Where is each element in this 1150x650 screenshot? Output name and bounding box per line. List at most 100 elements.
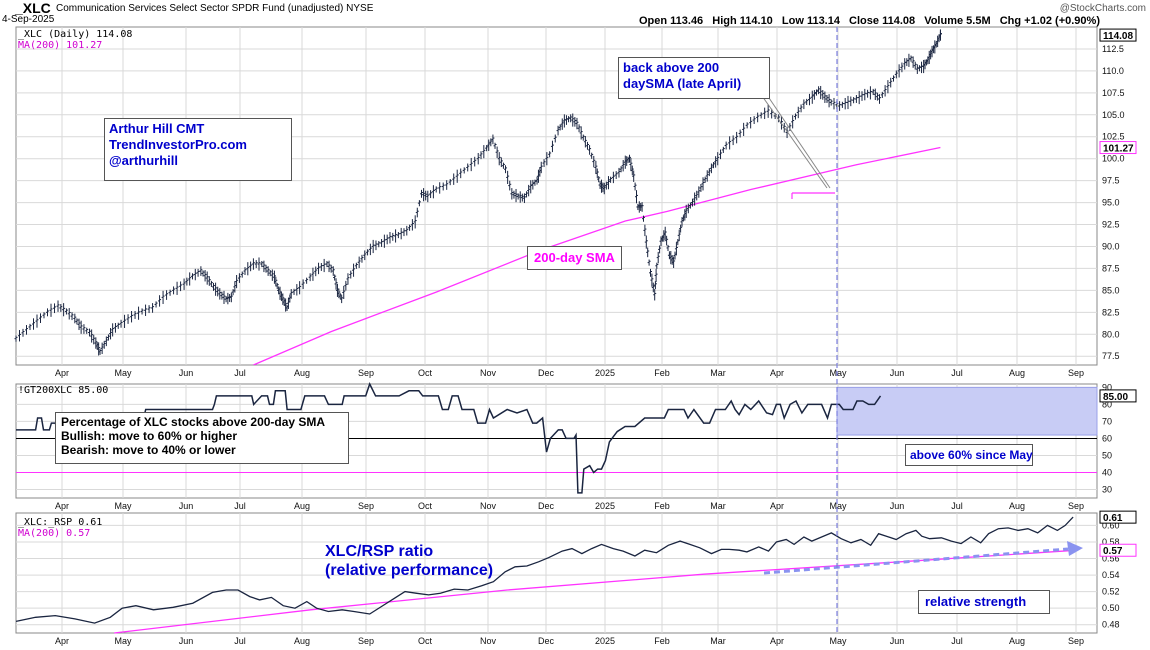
breadth-month-label: Apr [770, 501, 784, 511]
breadth-month-label: May [114, 501, 132, 511]
breadth-month-label: 2025 [595, 501, 615, 511]
ratio-panel-frame [15, 512, 1098, 634]
ratio-sma-line [114, 549, 1078, 634]
ratio-month-label: May [114, 636, 132, 646]
price-ytick-label: 112.5 [1102, 44, 1124, 54]
breadth-ytick-label: 70 [1102, 416, 1112, 426]
ratio-title-line2: (relative performance) [325, 562, 494, 579]
ratio-month-label: Sep [358, 636, 374, 646]
ratio-month-label: Aug [294, 636, 310, 646]
breadth-ytick-label: 60 [1102, 433, 1112, 443]
breadth-ytick-label: 50 [1102, 450, 1112, 460]
ratio-month-label: Feb [654, 636, 670, 646]
price-month-label: Nov [480, 368, 497, 378]
ratio-month-label: 2025 [595, 636, 615, 646]
breadth-ytick-label: 90 [1102, 382, 1112, 392]
high-label: High [712, 15, 737, 27]
price-month-label: Aug [294, 368, 310, 378]
breadth-ytick-label: 40 [1102, 467, 1112, 477]
above60-box: above 60% since May [905, 444, 1033, 466]
exchange-label: NYSE [346, 3, 374, 14]
ratio-last-tag: 0.61 [1103, 513, 1123, 524]
breadth-month-label: Dec [538, 501, 555, 511]
price-month-label: Jun [179, 368, 194, 378]
price-sma-line [253, 146, 941, 365]
breadth-series-line [16, 382, 882, 494]
price-ytick-label: 82.5 [1102, 307, 1120, 317]
breadth-month-label: Apr [55, 501, 69, 511]
breadth-ytick-label: 80 [1102, 399, 1112, 409]
above60-highlight [836, 386, 1098, 436]
back-above-line1: back above 200 [623, 60, 720, 75]
breadth-month-label: Aug [1009, 501, 1025, 511]
price-ytick-label: 105.0 [1102, 110, 1125, 120]
annotation-pointer-b [759, 92, 828, 189]
ratio-month-label: Mar [710, 636, 726, 646]
breadth-month-label: Jun [179, 501, 194, 511]
price-month-label: Mar [710, 368, 726, 378]
ratio-last-tag-box [1099, 510, 1137, 524]
price-month-label: Dec [538, 368, 555, 378]
price-ytick-label: 102.5 [1102, 132, 1125, 142]
price-month-label: Apr [55, 368, 69, 378]
ratio-sma-tag-box [1099, 543, 1137, 557]
author-name: Arthur Hill CMT [109, 121, 205, 136]
price-ytick-label: 100.0 [1102, 154, 1125, 164]
ratio-month-label: Jun [179, 636, 194, 646]
symbol-title: _XLC [15, 0, 51, 16]
author-handle: @arthurhill [109, 153, 179, 168]
price-sma-tag: 101.27 [1103, 144, 1134, 155]
breadth-note-line3: Bearish: move to 40% or lower [61, 443, 236, 457]
price-legend: _XLC (Daily) 114.08 [18, 29, 133, 40]
ratio-month-label: Jul [234, 636, 246, 646]
breadth-note-line1: Percentage of XLC stocks above 200-day S… [61, 415, 326, 429]
price-month-label: May [114, 368, 132, 378]
breadth-month-label: Nov [480, 501, 497, 511]
price-ytick-label: 77.5 [1102, 351, 1120, 361]
rel-strength-box: relative strength [918, 590, 1050, 614]
ratio-month-label: May [829, 636, 847, 646]
breadth-legend: !GT200XLC 85.00 [18, 385, 109, 396]
author-box: Arthur Hill CMT TrendInvestorPro.com @ar… [104, 118, 292, 181]
annotation-pointer-a [764, 91, 831, 189]
ohlc-readout: Open 113.46 High 114.10 Low 113.14 Close… [639, 15, 1100, 27]
price-last-tag-box [1099, 28, 1137, 42]
price-ytick-label: 110.0 [1102, 66, 1124, 76]
chg-value: +1.02 (+0.90%) [1024, 15, 1100, 27]
price-ytick-label: 92.5 [1102, 220, 1120, 230]
breadth-last-tag: 85.00 [1103, 392, 1128, 403]
sma-label-box: 200-day SMA [527, 246, 622, 270]
breadth-month-label: Mar [710, 501, 726, 511]
price-ytick-label: 107.5 [1102, 88, 1125, 98]
ratio-month-label: Apr [770, 636, 784, 646]
price-bars [14, 29, 942, 356]
high-value: 114.10 [739, 15, 773, 27]
ratio-sma-tag: 0.57 [1103, 546, 1123, 557]
ratio-title: XLC/RSP ratio (relative performance) [325, 542, 493, 580]
ratio-month-label: Apr [55, 636, 69, 646]
price-ytick-label: 80.0 [1102, 329, 1120, 339]
breadth-month-label: Aug [294, 501, 310, 511]
price-month-label: Jun [890, 368, 905, 378]
breadth-month-label: Jul [951, 501, 963, 511]
ratio-legend: _XLC:_RSP 0.61 [18, 517, 103, 528]
ratio-ytick-label: 0.48 [1102, 620, 1120, 630]
price-month-label: Oct [418, 368, 433, 378]
rel-strength-arrow-line [763, 547, 1069, 575]
ratio-month-label: Aug [1009, 636, 1025, 646]
ratio-month-label: Oct [418, 636, 433, 646]
price-sma-tag-box [1099, 141, 1137, 155]
price-sma-legend: MA(200) 101.27 [18, 40, 103, 51]
author-site: TrendInvestorPro.com [109, 137, 247, 152]
ratio-month-label: Jun [890, 636, 905, 646]
volume-value: 5.5M [966, 15, 991, 27]
ratio-grid: Apr May Jun Jul Aug Sep Oct Nov Dec 2025 Feb Mar Apr… [16, 513, 1120, 646]
rel-strength-arrow-head [1067, 541, 1083, 556]
price-month-label: Sep [358, 368, 374, 378]
back-above-box: back above 200 daySMA (late April) [618, 57, 770, 99]
ratio-ytick-label: 0.56 [1102, 554, 1120, 564]
open-value: 113.46 [670, 15, 704, 27]
fund-name: Communication Services Select Sector SPD… [56, 3, 373, 14]
chart-date: 4-Sep-2025 [2, 14, 55, 25]
breadth-note-line2: Bullish: move to 60% or higher [61, 429, 238, 443]
